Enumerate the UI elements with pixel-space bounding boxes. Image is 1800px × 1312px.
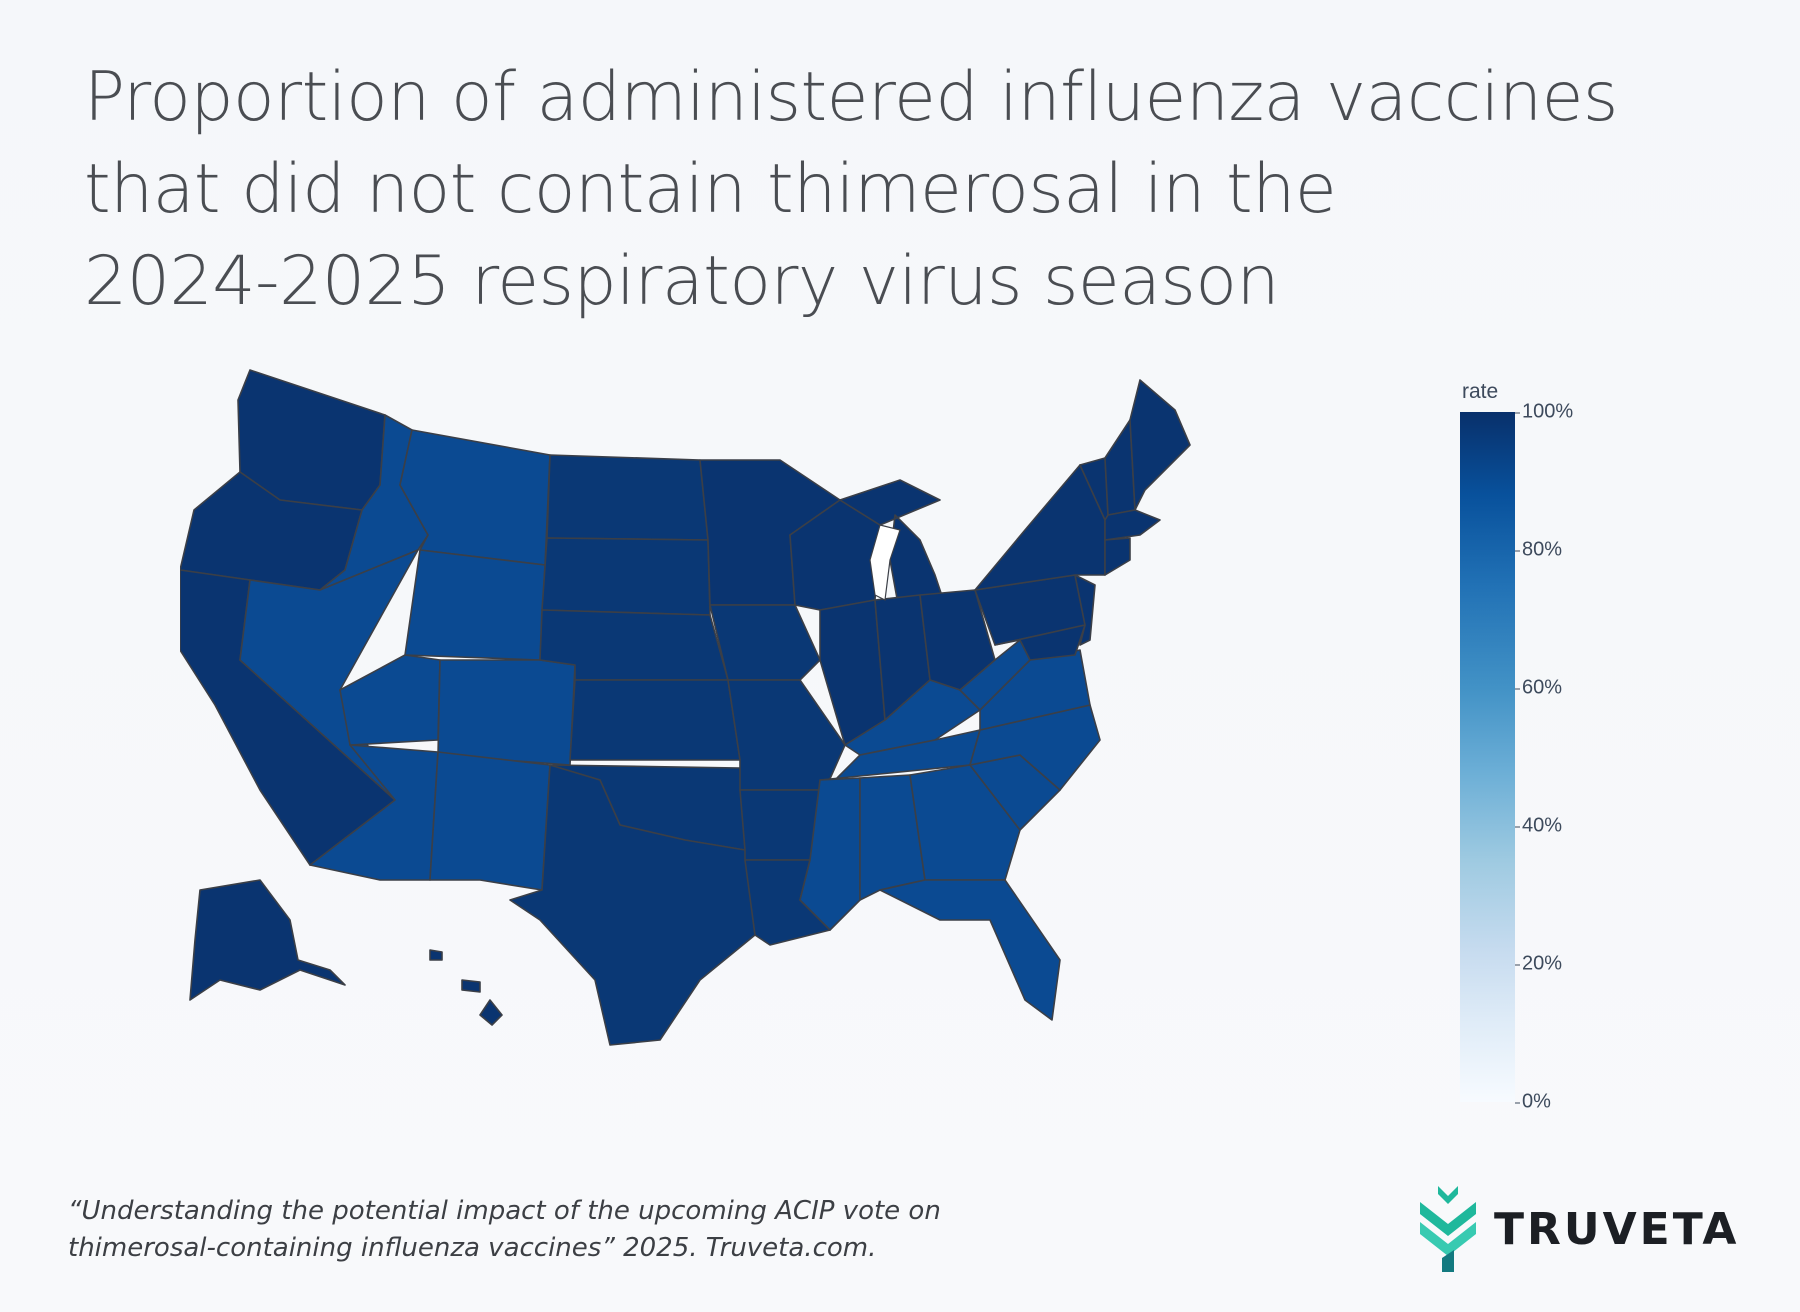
colorbar-tick-80: 80% (1514, 538, 1563, 561)
state-hawaii[interactable] (429, 949, 503, 1026)
state-alaska[interactable] (189, 879, 346, 1001)
state-montana[interactable] (399, 429, 551, 566)
truveta-logo-icon (1420, 1186, 1476, 1272)
truveta-wordmark: TRUVETA (1494, 1204, 1740, 1255)
colorbar-title: rate (1462, 380, 1499, 403)
state-north-dakota[interactable] (546, 454, 709, 541)
citation-line-1: “Understanding the potential impact of t… (68, 1196, 941, 1226)
colorbar-tick-20: 20% (1514, 952, 1563, 975)
state-utah[interactable] (339, 654, 441, 746)
state-iowa[interactable] (709, 604, 821, 681)
state-wyoming[interactable] (404, 549, 546, 661)
state-new-york[interactable] (974, 464, 1106, 591)
state-maine[interactable] (1129, 379, 1191, 511)
colorbar-legend: rate 100% 80% 60% 40% 20% 0% (1460, 380, 1620, 1120)
title-line-3: 2024-2025 respiratory virus season (84, 242, 1280, 321)
state-south-dakota[interactable] (541, 537, 711, 616)
state-missouri[interactable] (727, 679, 846, 791)
lake-michigan (869, 524, 901, 601)
state-new-jersey[interactable] (1074, 574, 1096, 646)
state-kansas[interactable] (569, 679, 741, 761)
state-colorado[interactable] (437, 659, 576, 766)
colorbar-tick-0: 0% (1515, 1090, 1551, 1113)
state-maryland[interactable] (994, 624, 1086, 661)
citation-line-2: thimerosal-containing influenza vaccines… (68, 1233, 877, 1263)
colorbar-tick-40: 40% (1514, 814, 1563, 837)
citation: “Understanding the potential impact of t… (68, 1193, 1068, 1267)
state-massachusetts[interactable] (1104, 509, 1161, 541)
us-choropleth-map (180, 360, 1380, 1120)
state-connecticut[interactable] (1104, 537, 1131, 576)
chart-title: Proportion of administered influenza vac… (84, 52, 1684, 328)
title-line-1: Proportion of administered influenza vac… (84, 58, 1618, 137)
state-new-mexico[interactable] (429, 751, 551, 891)
state-texas[interactable] (509, 764, 756, 1046)
colorbar-gradient (1460, 412, 1515, 1102)
truveta-logo: TRUVETA (1418, 1180, 1748, 1272)
state-florida[interactable] (879, 879, 1061, 1021)
colorbar-tick-100: 100% (1514, 400, 1574, 423)
colorbar-tick-60: 60% (1514, 676, 1563, 699)
title-line-2: that did not contain thimerosal in the (84, 150, 1337, 229)
state-georgia[interactable] (909, 764, 1021, 881)
